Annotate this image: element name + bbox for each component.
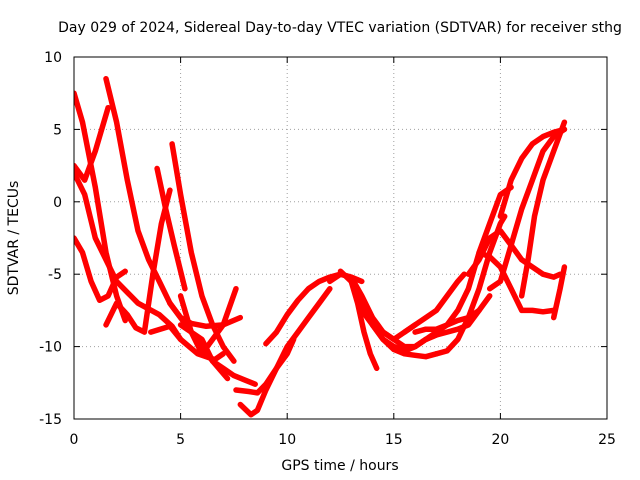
series-line-arc-28 xyxy=(486,126,568,292)
plot-frame xyxy=(73,56,608,420)
y-tick-label: -10 xyxy=(39,340,62,356)
y-tick-label: -15 xyxy=(39,412,62,428)
y-tick-labels: 10 5 0 -5 -10 -15 xyxy=(39,50,62,428)
series-line-arc-29 xyxy=(518,119,568,299)
x-tick-label: 5 xyxy=(176,432,185,448)
x-tick-label: 15 xyxy=(385,432,403,448)
y-tick-label: -5 xyxy=(48,267,62,283)
series-line-arc-5 xyxy=(150,187,173,277)
series-line-arc-25 xyxy=(433,213,508,357)
series-line-arc-2 xyxy=(74,104,111,183)
y-axis-label: SDTVAR / TECUs xyxy=(6,181,22,296)
y-tick-label: 10 xyxy=(44,50,62,66)
x-tick-labels: 0 5 10 15 20 25 xyxy=(70,432,616,448)
x-tick-label: 10 xyxy=(278,432,296,448)
series-line-arc-22 xyxy=(380,307,482,354)
series-line-arc-26 xyxy=(476,249,557,315)
tick-marks xyxy=(73,56,608,420)
series-line-arc-12 xyxy=(167,300,244,330)
x-axis-label: GPS time / hours xyxy=(281,458,398,474)
series-line-arc-7 xyxy=(103,75,231,382)
series-line-arc-4 xyxy=(103,271,156,335)
series-line-arc-15 xyxy=(237,285,333,418)
series-line-arc-19 xyxy=(348,278,380,372)
chart-title: Day 029 of 2024, Sidereal Day-to-day VTE… xyxy=(58,20,622,36)
y-tick-label: 5 xyxy=(53,122,62,138)
series-line-arc-27 xyxy=(465,228,563,280)
series-line-arc-31 xyxy=(550,264,568,321)
series-line-arc-24 xyxy=(412,184,514,335)
x-tick-label: 20 xyxy=(491,432,509,448)
series-line-arc-9 xyxy=(154,165,188,292)
y-tick-label: 0 xyxy=(53,195,62,211)
x-tick-label: 25 xyxy=(598,432,616,448)
series-line-arc-10 xyxy=(169,141,237,364)
series-line-arc-30 xyxy=(497,126,568,220)
x-tick-label: 0 xyxy=(70,432,79,448)
series-line-arc-13 xyxy=(177,322,258,387)
series-layer xyxy=(74,75,568,418)
series-line-arc-3 xyxy=(74,90,128,324)
series-line-arc-8 xyxy=(148,323,226,363)
series-line-arc-23 xyxy=(401,271,467,335)
